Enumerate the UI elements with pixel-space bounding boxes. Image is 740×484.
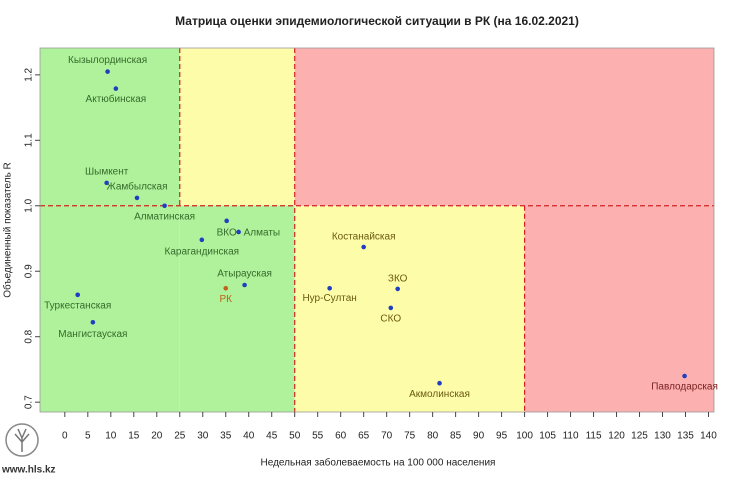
point bbox=[162, 203, 167, 209]
x-tick-label: 135 bbox=[677, 431, 694, 442]
zone bbox=[40, 48, 180, 412]
point bbox=[437, 380, 442, 386]
x-tick-label: 125 bbox=[631, 431, 648, 442]
point bbox=[134, 195, 140, 201]
chart-title: Матрица оценки эпидемиологической ситуац… bbox=[175, 14, 579, 28]
point bbox=[327, 285, 332, 291]
point-label: Алматы bbox=[244, 228, 281, 239]
x-tick-label: 90 bbox=[473, 431, 485, 442]
zone bbox=[294, 48, 714, 206]
x-tick-label: 20 bbox=[151, 431, 163, 442]
point-label: Шымкент bbox=[85, 167, 129, 178]
point-label: СКО bbox=[380, 314, 401, 325]
point bbox=[395, 286, 400, 292]
y-tick-label: 1.0 bbox=[24, 198, 35, 212]
x-tick-label: 45 bbox=[266, 431, 278, 442]
y-tick-label: 1.1 bbox=[24, 133, 35, 147]
x-tick-label: 95 bbox=[496, 431, 508, 442]
point-label: Актюбинская bbox=[86, 93, 147, 105]
x-tick-label: 120 bbox=[608, 431, 625, 442]
plot-frame bbox=[39, 47, 715, 413]
y-axis-label: Объединенный показатель R bbox=[2, 162, 14, 298]
x-tick-label: 115 bbox=[586, 431, 602, 442]
zone bbox=[179, 48, 295, 206]
point bbox=[236, 229, 241, 235]
point bbox=[90, 320, 96, 325]
point bbox=[242, 282, 247, 288]
y-tick-label: 0.8 bbox=[24, 329, 35, 343]
point-label: ЗКО bbox=[388, 274, 408, 285]
x-tick-label: 130 bbox=[654, 431, 671, 442]
point-label: Атырауская bbox=[217, 269, 272, 280]
x-tick-label: 25 bbox=[174, 431, 186, 442]
x-tick-label: 60 bbox=[335, 431, 347, 442]
point-label: Костанайская bbox=[332, 232, 396, 243]
point bbox=[105, 69, 110, 74]
point-label: Нур-Султан bbox=[302, 293, 356, 304]
x-tick-label: 110 bbox=[563, 431, 579, 442]
x-tick-label: 105 bbox=[539, 431, 556, 442]
x-tick-label: 80 bbox=[427, 431, 439, 442]
x-tick-label: 0 bbox=[62, 431, 68, 442]
x-tick-label: 5 bbox=[85, 431, 91, 442]
zone bbox=[294, 205, 525, 412]
x-tick-label: 65 bbox=[358, 431, 370, 442]
x-tick-label: 50 bbox=[289, 431, 301, 442]
x-tick-label: 75 bbox=[404, 431, 416, 442]
x-tick-label: 40 bbox=[243, 431, 255, 442]
point-label: Алматинская bbox=[134, 211, 195, 222]
x-tick-label: 15 bbox=[128, 431, 140, 442]
x-tick-label: 35 bbox=[220, 431, 232, 442]
point-label: Жамбылская bbox=[107, 181, 168, 193]
x-tick-label: 100 bbox=[516, 431, 533, 442]
point bbox=[104, 180, 109, 186]
point bbox=[224, 218, 229, 224]
x-tick-label: 30 bbox=[197, 431, 209, 442]
point bbox=[75, 292, 80, 298]
point bbox=[388, 305, 394, 311]
x-tick-label: 70 bbox=[381, 431, 393, 442]
point bbox=[199, 237, 205, 243]
logo bbox=[5, 423, 39, 457]
x-tick-label: 10 bbox=[105, 431, 117, 442]
y-tick-label: 0.9 bbox=[24, 264, 35, 278]
point bbox=[682, 373, 687, 379]
point bbox=[223, 285, 229, 291]
point-label: Туркестанская bbox=[44, 300, 111, 311]
zone bbox=[179, 205, 295, 412]
footer-url: www.hls.kz bbox=[1, 465, 56, 476]
y-tick-label: 1.2 bbox=[24, 67, 35, 81]
point-label: Акмолинская bbox=[409, 389, 470, 400]
x-tick-label: 140 bbox=[700, 431, 717, 442]
point-label: Кызылординская bbox=[68, 55, 147, 66]
x-tick-label: 85 bbox=[450, 431, 462, 442]
point-label: ВКО bbox=[217, 227, 237, 238]
point bbox=[113, 86, 119, 91]
zone bbox=[524, 205, 714, 412]
point-label: Карагандинская bbox=[165, 246, 240, 257]
point-label: Павлодарская bbox=[651, 382, 718, 393]
x-tick-label: 55 bbox=[312, 431, 324, 442]
y-tick-label: 0.7 bbox=[24, 395, 35, 409]
point-label: Мангистауская bbox=[58, 329, 127, 340]
point-label: РК bbox=[219, 294, 232, 305]
x-axis-label: Недельная заболеваемость на 100 000 насе… bbox=[261, 457, 496, 469]
point bbox=[361, 244, 366, 250]
